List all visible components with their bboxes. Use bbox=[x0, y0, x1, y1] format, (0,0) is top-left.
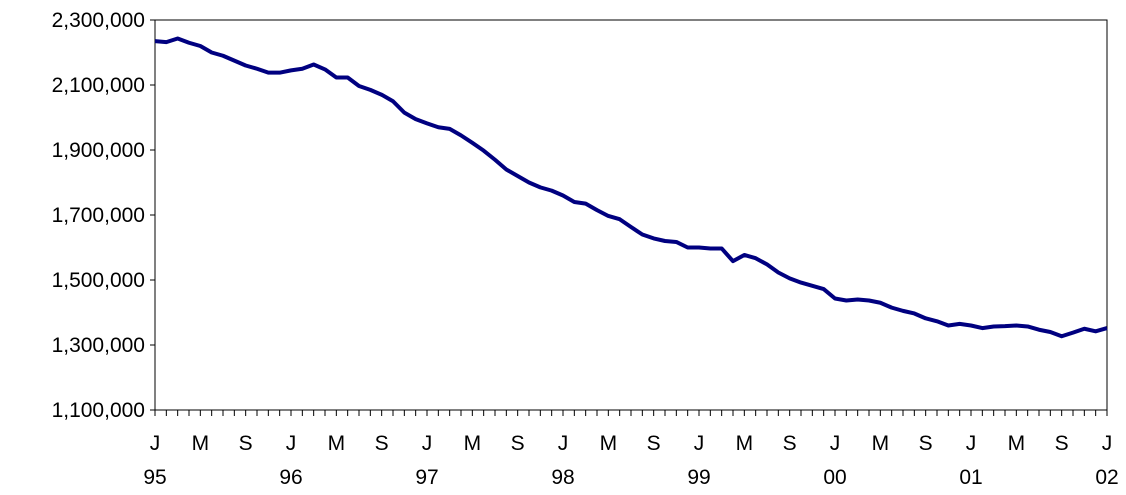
x-year-label: 97 bbox=[415, 466, 438, 489]
y-tick-label: 2,100,000 bbox=[52, 74, 145, 97]
x-tick-label: S bbox=[375, 432, 389, 455]
x-tick-label: J bbox=[286, 432, 297, 455]
x-tick-label: S bbox=[647, 432, 661, 455]
x-tick-label: S bbox=[783, 432, 797, 455]
x-tick-label: J bbox=[422, 432, 433, 455]
x-year-label: 96 bbox=[279, 466, 302, 489]
x-tick-label: J bbox=[558, 432, 569, 455]
x-year-label: 02 bbox=[1095, 466, 1118, 489]
x-tick-label: S bbox=[919, 432, 933, 455]
x-tick-label: S bbox=[239, 432, 253, 455]
y-tick-label: 1,500,000 bbox=[52, 269, 145, 292]
y-tick-label: 1,700,000 bbox=[52, 204, 145, 227]
plot-frame bbox=[154, 19, 1108, 411]
x-tick-label: M bbox=[192, 432, 210, 455]
x-tick-label: M bbox=[736, 432, 754, 455]
y-tick-label: 1,300,000 bbox=[52, 334, 145, 357]
x-tick-label: J bbox=[830, 432, 841, 455]
x-tick-label: J bbox=[966, 432, 977, 455]
x-tick-label: M bbox=[328, 432, 346, 455]
x-tick-label: M bbox=[600, 432, 618, 455]
x-year-label: 01 bbox=[959, 466, 982, 489]
x-year-label: 99 bbox=[687, 466, 710, 489]
x-tick-label: M bbox=[872, 432, 890, 455]
y-tick-label: 2,300,000 bbox=[52, 9, 145, 32]
data-line bbox=[154, 36, 1108, 339]
x-tick-label: S bbox=[1055, 432, 1069, 455]
x-tick-label: M bbox=[1008, 432, 1026, 455]
x-tick-label: J bbox=[150, 432, 161, 455]
x-tick-label: J bbox=[694, 432, 705, 455]
x-tick-label: M bbox=[464, 432, 482, 455]
y-tick-label: 1,900,000 bbox=[52, 139, 145, 162]
y-tick-label: 1,100,000 bbox=[52, 399, 145, 422]
x-year-label: 00 bbox=[823, 466, 846, 489]
x-tick-label: S bbox=[511, 432, 525, 455]
x-year-label: 98 bbox=[551, 466, 574, 489]
x-year-label: 95 bbox=[143, 466, 166, 489]
x-tick-label: J bbox=[1102, 432, 1113, 455]
